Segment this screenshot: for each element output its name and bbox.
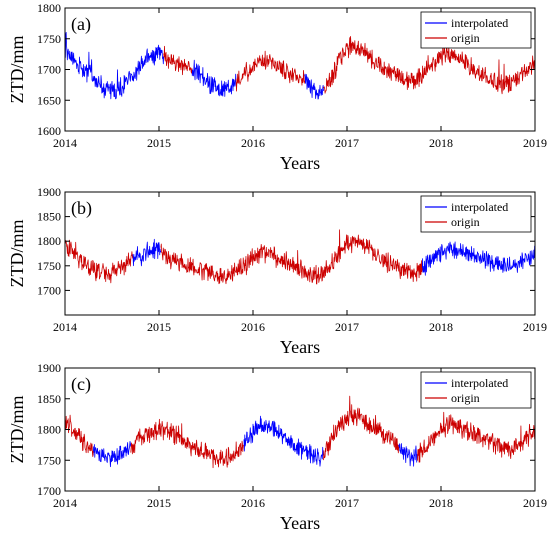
series-line-origin bbox=[417, 411, 535, 463]
y-tick-label: 1800 bbox=[37, 423, 61, 437]
chart-panel-3: 2014 2015 2016 2017 2018 2019 1700 1750 1800 1850… bbox=[7, 361, 547, 533]
x-tick-label: 2017 bbox=[335, 496, 359, 510]
series-line-origin bbox=[65, 414, 94, 458]
y-tick-label: 1700 bbox=[37, 484, 61, 498]
x-axis-label: Years bbox=[280, 153, 320, 173]
y-axis-label: ZTD/mm bbox=[7, 220, 27, 288]
panel-label: (b) bbox=[71, 198, 92, 219]
x-tick-label: 2014 bbox=[53, 496, 77, 510]
y-tick-label: 1900 bbox=[37, 185, 61, 199]
y-axis-label: ZTD/mm bbox=[7, 396, 27, 464]
x-tick-label: 2018 bbox=[429, 136, 453, 150]
series-line-interpolated bbox=[398, 443, 418, 467]
y-tick-label: 1850 bbox=[37, 210, 61, 224]
series-line-origin bbox=[160, 229, 423, 285]
y-tick-label: 1700 bbox=[37, 63, 61, 77]
series-line-interpolated bbox=[65, 31, 165, 100]
series-line-interpolated bbox=[421, 241, 535, 276]
x-tick-label: 2015 bbox=[147, 136, 171, 150]
x-tick-label: 2016 bbox=[241, 320, 265, 334]
series-line-interpolated bbox=[304, 73, 324, 100]
x-tick-label: 2015 bbox=[147, 496, 171, 510]
series-line-interpolated bbox=[191, 59, 237, 97]
chart-panel-2: 2014 2015 2016 2017 2018 2019 1700 1750 1800 1850… bbox=[7, 185, 547, 357]
x-tick-label: 2016 bbox=[241, 496, 265, 510]
x-tick-label: 2016 bbox=[241, 136, 265, 150]
legend-label-origin: origin bbox=[451, 391, 480, 405]
x-tick-label: 2014 bbox=[53, 136, 77, 150]
series-group bbox=[65, 395, 535, 469]
y-tick-label: 1650 bbox=[37, 93, 61, 107]
x-tick-label: 2017 bbox=[335, 320, 359, 334]
legend-box bbox=[420, 11, 532, 49]
y-axis-label: ZTD/mm bbox=[7, 36, 27, 104]
panel-label: (c) bbox=[71, 374, 91, 395]
series-group bbox=[65, 229, 535, 285]
x-tick-label: 2019 bbox=[523, 136, 547, 150]
series-line-origin bbox=[163, 45, 193, 76]
series-line-origin bbox=[235, 50, 306, 92]
legend-label-interpolated: interpolated bbox=[451, 16, 508, 30]
x-tick-label: 2019 bbox=[523, 320, 547, 334]
legend-label-interpolated: interpolated bbox=[451, 376, 508, 390]
series-line-origin bbox=[323, 36, 535, 95]
legend-label-origin: origin bbox=[451, 215, 480, 229]
chart-panel-1: 2014 2015 2016 2017 2018 2019 1600 1650 1700 1750… bbox=[7, 1, 547, 173]
y-tick-label: 1750 bbox=[37, 453, 61, 467]
y-tick-label: 1800 bbox=[37, 1, 61, 15]
series-line-interpolated bbox=[132, 238, 162, 267]
axes-frame bbox=[64, 191, 536, 316]
y-tick-label: 1750 bbox=[37, 32, 61, 46]
legend-label-origin: origin bbox=[451, 31, 480, 45]
legend-label-interpolated: interpolated bbox=[451, 200, 508, 214]
panel-label: (a) bbox=[71, 14, 91, 35]
x-tick-label: 2014 bbox=[53, 320, 77, 334]
y-tick-label: 1800 bbox=[37, 234, 61, 248]
legend-box bbox=[420, 371, 532, 409]
y-tick-label: 1750 bbox=[37, 259, 61, 273]
series-line-origin bbox=[65, 239, 134, 284]
y-tick-label: 1600 bbox=[37, 124, 61, 138]
series-line-interpolated bbox=[243, 415, 324, 467]
series-line-origin bbox=[323, 395, 400, 461]
series-group bbox=[65, 31, 535, 100]
x-axis-label: Years bbox=[280, 513, 320, 533]
y-tick-label: 1700 bbox=[37, 283, 61, 297]
x-tick-label: 2018 bbox=[429, 496, 453, 510]
x-tick-label: 2015 bbox=[147, 320, 171, 334]
x-tick-label: 2019 bbox=[523, 496, 547, 510]
x-tick-label: 2018 bbox=[429, 320, 453, 334]
series-line-origin bbox=[130, 418, 244, 469]
legend-box bbox=[420, 195, 532, 233]
series-line-interpolated bbox=[92, 441, 132, 468]
y-tick-label: 1850 bbox=[37, 392, 61, 406]
x-axis-label: Years bbox=[280, 337, 320, 357]
x-tick-label: 2017 bbox=[335, 136, 359, 150]
y-tick-label: 1900 bbox=[37, 361, 61, 375]
